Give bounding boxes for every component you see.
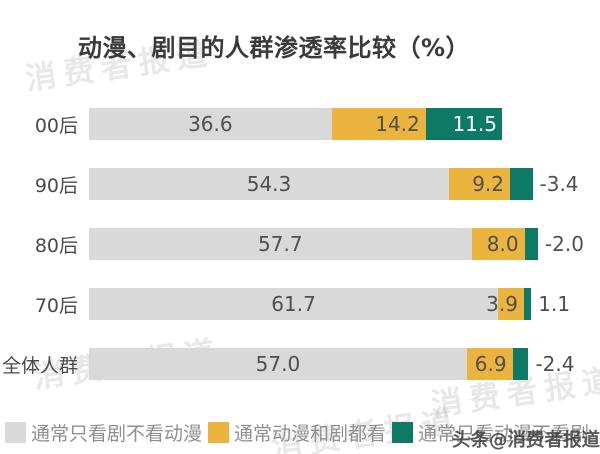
value-label: 9.2 — [472, 172, 504, 196]
value-label: 54.3 — [246, 172, 292, 196]
category-label: 70后 — [34, 294, 78, 317]
value-label: 11.5 — [452, 112, 497, 136]
legend: 通常只看剧不看动漫 通常动漫和剧都看 通常只看动漫不看剧 — [5, 419, 595, 446]
bar-row: 全体人群 57.0 6.9 -2.4 — [0, 334, 600, 394]
bar-segment-3 — [523, 288, 532, 320]
bar-segment-1: 36.6 — [89, 108, 332, 140]
bar-segment-1: 57.0 — [89, 348, 467, 380]
bar-segment-1: 54.3 — [89, 168, 449, 200]
watermark-credit: 头条@消费者报道 — [452, 430, 600, 451]
bar-row: 80后 57.7 8.0 -2.0 — [0, 214, 600, 274]
legend-label: 通常只看动漫不看剧 — [418, 423, 590, 445]
value-label-outside: -2.0 — [544, 232, 584, 256]
bar-segment-1: 61.7 — [89, 288, 499, 320]
bar-segment-2: 8.0 — [471, 228, 525, 260]
value-label: 3.9 — [486, 292, 518, 316]
legend-item: 通常动漫和剧都看 — [208, 419, 386, 446]
value-label-outside: -2.4 — [535, 352, 575, 376]
legend-swatch — [5, 422, 26, 443]
legend-label: 通常只看剧不看动漫 — [31, 423, 203, 445]
bar-segment-2: 6.9 — [466, 348, 513, 380]
bar-segment-1: 57.7 — [89, 228, 472, 260]
value-label: 6.9 — [474, 352, 507, 376]
bar-track: 57.0 6.9 -2.4 — [89, 348, 575, 380]
value-label: 14.2 — [375, 112, 420, 136]
bar-segment-3 — [512, 348, 529, 380]
bar-track: 54.3 9.2 -3.4 — [89, 168, 579, 200]
value-label: 61.7 — [271, 292, 316, 316]
legend-swatch — [208, 422, 230, 443]
bar-segment-2: 3.9 — [486, 288, 524, 320]
bar-segment-2: 9.2 — [449, 168, 510, 200]
value-label: 36.6 — [188, 112, 233, 136]
bar-track: 61.7 3.9 1.1 — [89, 288, 570, 320]
value-label-outside: 1.1 — [538, 292, 571, 316]
chart-title: 动漫、剧目的人群渗透率比较（%） — [78, 34, 471, 62]
legend-item: 通常只看剧不看动漫 — [5, 419, 202, 446]
legend-item: 通常只看动漫不看剧 — [392, 419, 589, 446]
bar-track: 36.6 14.2 11.5 — [89, 108, 502, 140]
value-label: 57.0 — [255, 352, 301, 376]
bar-row: 00后 36.6 14.2 11.5 — [0, 94, 600, 154]
bar-row: 90后 54.3 9.2 -3.4 — [0, 154, 600, 214]
value-label: 8.0 — [486, 232, 519, 256]
bar-track: 57.7 8.0 -2.0 — [89, 228, 584, 260]
bar-segment-3 — [524, 228, 538, 260]
bar-segment-3 — [510, 168, 533, 200]
category-label: 00后 — [34, 114, 78, 137]
value-label-outside: -3.4 — [539, 172, 579, 196]
bar-chart: 00后 36.6 14.2 11.5 90后 54.3 9.2 -3.4 80后 57.7 8.0 -… — [0, 94, 600, 394]
bar-row: 70后 61.7 3.9 1.1 — [0, 274, 600, 334]
legend-swatch — [392, 422, 414, 443]
category-label: 80后 — [34, 234, 78, 257]
bar-segment-3: 11.5 — [425, 108, 502, 140]
category-label: 全体人群 — [1, 354, 78, 377]
value-label: 57.7 — [258, 232, 303, 256]
bar-segment-2: 14.2 — [331, 108, 426, 140]
category-label: 90后 — [34, 174, 78, 197]
legend-label: 通常动漫和剧都看 — [234, 423, 387, 445]
